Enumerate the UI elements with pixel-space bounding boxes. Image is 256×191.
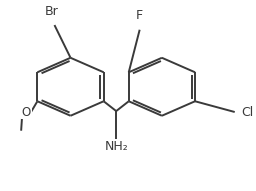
- Text: O: O: [22, 105, 31, 118]
- Text: NH₂: NH₂: [104, 140, 128, 153]
- Text: Br: Br: [45, 5, 59, 18]
- Text: Cl: Cl: [241, 105, 253, 118]
- Text: F: F: [136, 9, 143, 22]
